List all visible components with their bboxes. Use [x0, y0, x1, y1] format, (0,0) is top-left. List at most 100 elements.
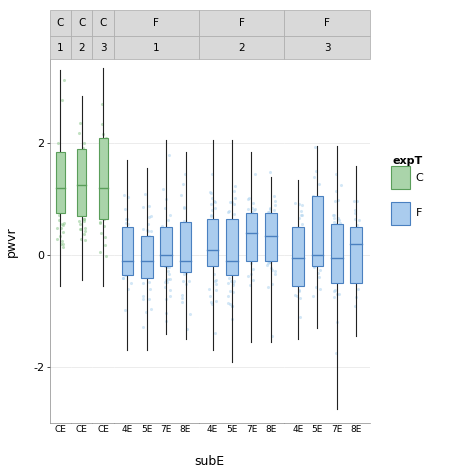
Point: [212, 276, 220, 284]
Point: [181, 171, 189, 178]
Point: [248, 230, 255, 237]
Text: C: C: [416, 173, 423, 183]
Point: [225, 269, 232, 277]
Point: [267, 264, 274, 272]
Point: [59, 240, 67, 248]
Point: [229, 225, 237, 233]
Point: [336, 240, 344, 248]
Point: [270, 245, 278, 253]
Point: [291, 254, 298, 261]
Point: [80, 215, 88, 223]
Point: [206, 188, 213, 195]
Point: [180, 204, 187, 212]
Point: [160, 235, 168, 242]
Point: [350, 198, 358, 205]
Point: [249, 276, 257, 284]
Point: [354, 244, 361, 252]
Point: [163, 278, 171, 285]
Point: [351, 237, 359, 245]
Point: [140, 243, 147, 250]
Point: [228, 245, 235, 253]
Point: [312, 253, 319, 260]
Point: [207, 200, 215, 207]
Point: [348, 266, 356, 273]
Point: [317, 210, 325, 218]
Point: [315, 180, 323, 187]
Point: [101, 139, 109, 146]
Point: [353, 257, 361, 264]
Point: [119, 267, 127, 275]
Point: [139, 323, 147, 331]
Point: [292, 236, 300, 243]
Point: [268, 266, 276, 274]
Point: [55, 216, 63, 224]
Text: pwvr: pwvr: [5, 226, 18, 256]
Point: [310, 263, 318, 271]
Point: [163, 195, 170, 203]
Bar: [160, 227, 172, 266]
Point: [123, 241, 130, 249]
Point: [245, 224, 252, 232]
Point: [246, 281, 254, 289]
Point: [250, 229, 258, 236]
Point: [316, 285, 324, 292]
Point: [143, 246, 150, 254]
Point: [270, 235, 278, 243]
Point: [58, 208, 65, 216]
Point: [57, 149, 65, 157]
Point: [244, 219, 252, 227]
Point: [55, 203, 63, 211]
Point: [166, 236, 173, 244]
Point: [310, 292, 317, 300]
Point: [123, 252, 131, 260]
Point: [210, 223, 218, 231]
Point: [208, 206, 215, 213]
Bar: [141, 236, 153, 278]
Text: C: C: [57, 18, 64, 28]
Point: [249, 240, 257, 247]
Point: [57, 165, 64, 172]
Point: [298, 211, 305, 219]
Point: [162, 295, 170, 303]
Point: [290, 245, 298, 252]
Point: [355, 273, 363, 280]
Point: [356, 264, 364, 272]
Point: [229, 280, 237, 287]
Point: [121, 255, 128, 263]
Point: [313, 216, 321, 223]
Point: [75, 130, 82, 137]
Point: [268, 280, 275, 288]
Point: [212, 286, 219, 293]
Point: [335, 290, 343, 298]
Point: [314, 211, 321, 219]
Point: [224, 208, 232, 216]
Point: [310, 229, 318, 236]
Point: [207, 212, 215, 219]
Point: [336, 241, 344, 249]
Point: [225, 292, 232, 300]
Point: [250, 218, 257, 225]
Point: [59, 228, 66, 236]
Point: [119, 274, 127, 282]
Point: [335, 216, 342, 224]
Point: [125, 235, 133, 243]
Point: [224, 233, 232, 241]
Point: [331, 254, 338, 261]
Point: [100, 188, 108, 196]
Point: [266, 168, 273, 176]
Point: [178, 265, 186, 273]
Point: [211, 244, 219, 251]
Point: [180, 222, 187, 230]
Point: [312, 167, 319, 175]
Point: [271, 198, 278, 205]
Point: [81, 171, 89, 178]
Point: [205, 251, 212, 258]
Point: [228, 315, 236, 323]
Point: [271, 270, 278, 278]
Point: [146, 253, 154, 260]
Point: [76, 164, 83, 171]
Point: [210, 253, 218, 261]
Point: [181, 260, 188, 268]
Point: [140, 280, 147, 287]
Point: [312, 201, 319, 209]
